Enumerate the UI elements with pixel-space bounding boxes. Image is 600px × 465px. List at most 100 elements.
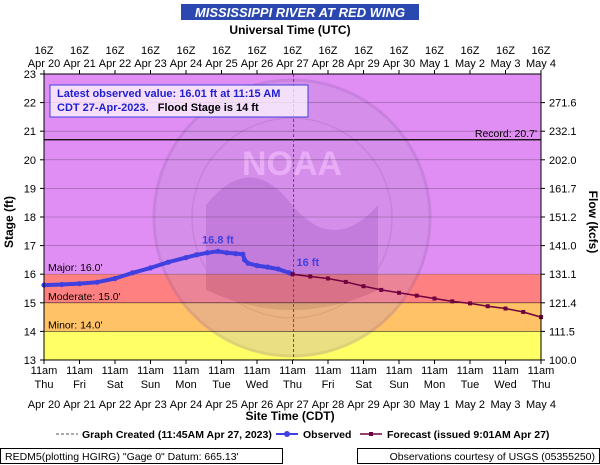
y-tick-label: 13 [24, 355, 36, 367]
observed-point [94, 279, 100, 285]
utc-tick-hour: 16Z [106, 45, 125, 57]
utc-tick-date: Apr 21 [63, 58, 95, 70]
forecast-point [397, 290, 401, 295]
info-observed-line2: CDT 27-Apr-2023. [57, 102, 149, 114]
local-tick-day: Sat [107, 379, 124, 391]
utc-tick-hour: 16Z [212, 45, 231, 57]
y-tick-label: 23 [24, 69, 36, 81]
observed-point [241, 257, 248, 263]
observed-point [204, 250, 210, 256]
y-tick-label: 19 [24, 183, 36, 195]
utc-tick-hour: 16Z [319, 45, 338, 57]
y-right-tick-label: 232.1 [549, 126, 577, 138]
y-right-tick-label: 141.0 [549, 241, 577, 253]
x-axis-label: Site Time (CDT) [245, 409, 334, 423]
local-tick-time: 11am [315, 365, 342, 377]
local-tick-day: Mon [424, 379, 445, 391]
local-tick-date: Apr 23 [134, 399, 166, 411]
category-labels: Major: 16.0' Moderate: 15.0' Minor: 14.0' [48, 262, 121, 331]
forecast-point [432, 296, 437, 301]
local-tick-date: May 2 [455, 399, 485, 411]
forecast-point [414, 293, 419, 298]
source-footer: Observations courtesy of USGS (05355250) [357, 448, 600, 464]
utc-tick-date: Apr 29 [347, 58, 379, 70]
local-tick-time: 11am [173, 365, 200, 377]
utc-tick-date: Apr 28 [312, 58, 344, 70]
utc-tick-hour: 16Z [461, 45, 480, 57]
band-minor [44, 302, 541, 332]
local-tick-time: 11am [137, 365, 164, 377]
utc-tick-date: Apr 25 [205, 58, 237, 70]
info-flood-stage: Flood Stage is 14 ft [158, 102, 259, 114]
y-right-tick-label: 121.4 [549, 298, 577, 310]
utc-tick-date: May 2 [455, 58, 485, 70]
value-annotation: 16 ft [297, 257, 320, 269]
legend-created-label: Graph Created (11:45AM Apr 27, 2023) [82, 429, 272, 441]
y-tick-label: 16 [24, 269, 36, 281]
legend-observed-label: Observed [303, 429, 351, 441]
utc-tick-hour: 16Z [177, 45, 196, 57]
local-tick-day: Tue [461, 379, 480, 391]
observed-point [112, 275, 118, 282]
observed-line [42, 249, 295, 288]
y-tick-label: 17 [24, 241, 36, 253]
local-tick-date: May 3 [491, 399, 521, 411]
observed-point [215, 248, 221, 254]
y-right-tick-label: 271.6 [549, 98, 577, 110]
forecast-point [468, 301, 472, 306]
y-right-tick-label: 111.5 [549, 326, 575, 338]
y-right-tick-label: 202.0 [549, 155, 577, 167]
legend: Graph Created (11:45AM Apr 27, 2023) Obs… [56, 429, 549, 441]
local-tick-date: Apr 29 [347, 399, 379, 411]
local-tick-date: Apr 27 [276, 399, 308, 411]
local-tick-time: 11am [492, 365, 519, 377]
utc-tick-hour: 16Z [70, 45, 89, 57]
observed-point [265, 264, 271, 270]
info-line2: CDT 27-Apr-2023. Flood Stage is 14 ft [57, 102, 259, 114]
info-box [49, 84, 309, 118]
utc-tick-hour: 16Z [35, 45, 54, 57]
legend-observed-marker [284, 431, 290, 437]
band-action [44, 331, 541, 360]
local-tick-day: Wed [246, 379, 268, 391]
chart-title: MISSISSIPPI RIVER AT RED WING [195, 5, 405, 20]
utc-tick-hour: 16Z [354, 45, 373, 57]
observed-point [59, 281, 65, 288]
local-tick-date: Apr 20 [28, 399, 60, 411]
utc-tick-date: Apr 20 [28, 58, 60, 70]
local-tick-day: Sun [141, 379, 161, 391]
local-tick-date: May 4 [526, 399, 556, 411]
utc-tick-date: May 3 [491, 58, 521, 70]
local-tick-date: Apr 22 [99, 399, 131, 411]
y-tick-label: 21 [24, 126, 36, 138]
utc-tick-hour: 16Z [141, 45, 160, 57]
local-tick-day: Sun [389, 379, 409, 391]
noaa-watermark: NOAA [152, 78, 432, 358]
local-tick-date: Apr 24 [170, 399, 202, 411]
forecast-point [485, 304, 490, 309]
local-tick-time: 11am [31, 365, 58, 377]
forecast-point [326, 276, 330, 281]
y-right-axis-label: Flow (kcfs) [586, 191, 600, 254]
local-tick-day: Sat [355, 379, 372, 391]
utc-tick-date: Apr 24 [170, 58, 202, 70]
local-tick-time: 11am [350, 365, 377, 377]
flow-axis: 100.0 111.5 121.4 131.1 141.0 151.2 161.7 202.0… [541, 98, 577, 367]
local-tick-time: 11am [386, 365, 413, 377]
forecast-point [290, 272, 295, 277]
forecast-point [521, 309, 526, 314]
utc-tick-hour: 16Z [496, 45, 515, 57]
local-tick-day: Mon [175, 379, 196, 391]
utc-tick-date: May 1 [420, 58, 450, 70]
y-tick-label: 18 [24, 212, 36, 224]
record-label: Record: 20.7' [475, 128, 537, 140]
local-tick-day: Thu [283, 379, 302, 391]
forecast-point [361, 284, 366, 289]
y-right-tick-label: 161.7 [549, 183, 577, 195]
local-tick-day: Tue [212, 379, 231, 391]
observed-point [224, 250, 230, 256]
observed-point [165, 259, 171, 265]
category-label: Minor: 14.0' [48, 319, 103, 331]
local-tick-date: Apr 21 [63, 399, 95, 411]
